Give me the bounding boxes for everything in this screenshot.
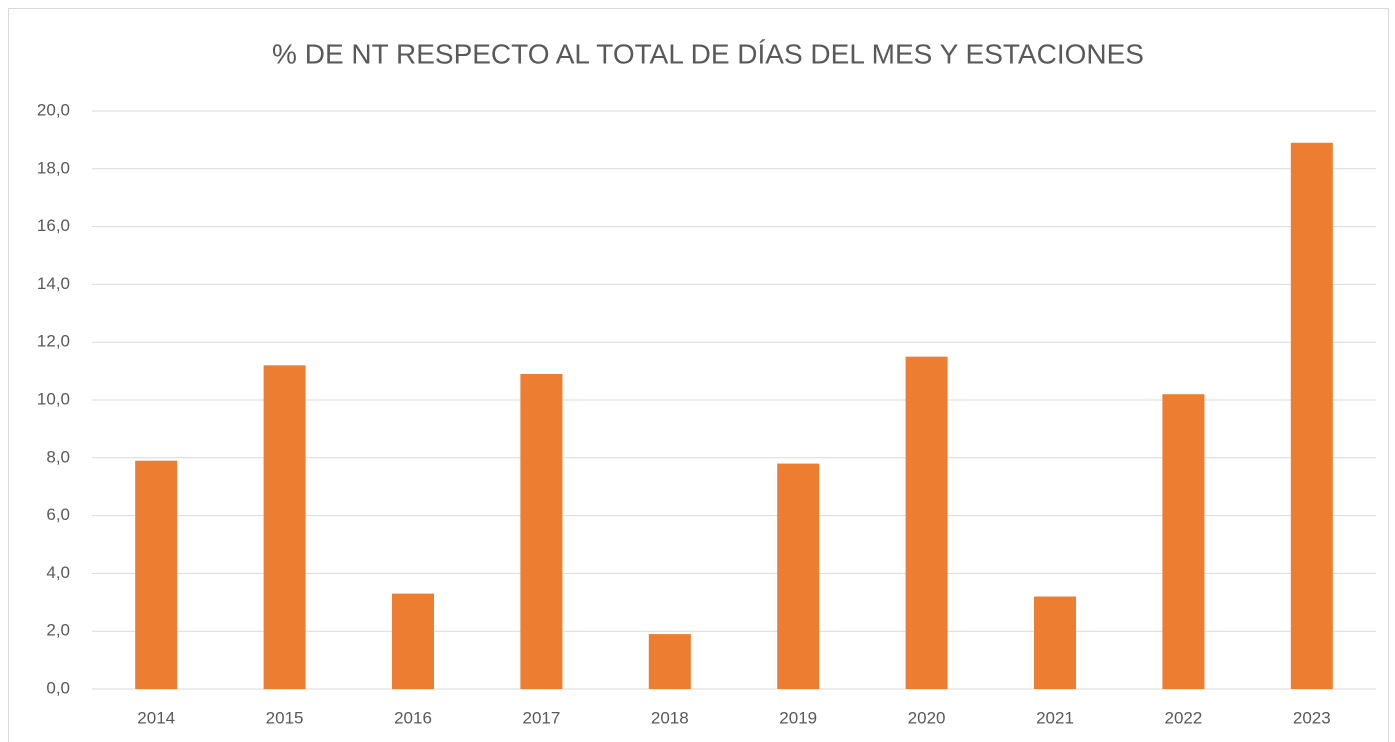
y-tick-label: 20,0 bbox=[37, 100, 70, 119]
x-tick-label: 2014 bbox=[137, 708, 175, 727]
y-tick-label: 4,0 bbox=[46, 563, 70, 582]
bar bbox=[392, 593, 434, 689]
x-tick-label: 2018 bbox=[651, 708, 689, 727]
bar bbox=[520, 373, 563, 689]
bar bbox=[135, 460, 178, 689]
x-tick-label: 2015 bbox=[266, 708, 304, 727]
y-tick-label: 0,0 bbox=[46, 678, 70, 697]
y-tick-label: 2,0 bbox=[46, 621, 70, 640]
bar bbox=[1290, 142, 1333, 690]
x-tick-label: 2021 bbox=[1036, 708, 1074, 727]
bar bbox=[905, 356, 948, 689]
y-tick-label: 10,0 bbox=[37, 389, 70, 408]
x-tick-label: 2023 bbox=[1293, 708, 1331, 727]
bar bbox=[777, 463, 820, 689]
y-tick-label: 12,0 bbox=[37, 332, 70, 351]
x-tick-label: 2016 bbox=[394, 708, 432, 727]
y-tick-label: 16,0 bbox=[37, 216, 70, 235]
chart-title: % DE NT RESPECTO AL TOTAL DE DÍAS DEL ME… bbox=[272, 38, 1144, 69]
bar bbox=[1162, 394, 1205, 689]
y-tick-label: 18,0 bbox=[37, 158, 70, 177]
bar bbox=[263, 365, 306, 689]
y-tick-label: 6,0 bbox=[46, 505, 70, 524]
x-tick-label: 2019 bbox=[779, 708, 817, 727]
x-tick-label: 2022 bbox=[1164, 708, 1202, 727]
chart-border bbox=[8, 8, 1389, 742]
x-tick-label: 2017 bbox=[522, 708, 560, 727]
x-tick-label: 2020 bbox=[908, 708, 946, 727]
bar bbox=[1034, 596, 1076, 689]
bar bbox=[648, 634, 691, 689]
y-tick-label: 8,0 bbox=[46, 447, 70, 466]
y-tick-label: 14,0 bbox=[37, 274, 70, 293]
